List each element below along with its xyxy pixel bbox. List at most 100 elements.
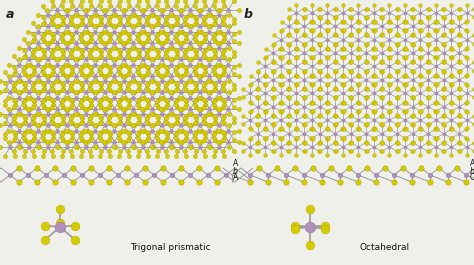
Point	[278, 20, 285, 24]
Point	[120, 46, 128, 50]
Point	[424, 68, 431, 73]
Point	[456, 122, 464, 126]
Point	[135, 32, 143, 36]
Text: b: b	[470, 166, 474, 175]
Point	[141, 166, 149, 170]
Point	[158, 24, 166, 28]
Point	[97, 50, 104, 54]
Point	[440, 122, 448, 126]
Point	[115, 33, 123, 37]
Point	[154, 0, 162, 3]
Point	[324, 83, 331, 87]
Point	[17, 112, 24, 116]
Point	[308, 137, 316, 141]
Point	[455, 149, 463, 153]
Point	[386, 74, 394, 78]
Point	[470, 7, 474, 11]
Point	[1, 88, 9, 92]
Point	[83, 139, 91, 144]
Point	[463, 118, 471, 122]
Point	[139, 13, 147, 17]
Point	[67, 86, 75, 91]
Point	[78, 21, 85, 25]
Point	[51, 166, 59, 170]
Point	[206, 107, 213, 111]
Point	[107, 22, 114, 26]
Point	[78, 50, 85, 54]
Point	[246, 180, 254, 184]
Point	[40, 148, 47, 153]
Point	[39, 114, 46, 118]
Point	[45, 41, 53, 45]
Point	[331, 86, 339, 90]
Point	[386, 99, 393, 104]
Point	[81, 95, 89, 100]
Point	[91, 95, 99, 100]
Point	[300, 33, 308, 38]
Point	[11, 99, 19, 103]
Point	[173, 83, 181, 87]
Point	[149, 63, 156, 67]
Point	[97, 39, 104, 43]
Point	[115, 99, 123, 103]
Point	[173, 0, 181, 3]
Point	[371, 100, 378, 105]
Point	[448, 110, 456, 114]
Point	[62, 8, 70, 12]
Point	[470, 68, 474, 73]
Point	[448, 83, 456, 87]
Point	[44, 90, 52, 94]
Point	[215, 90, 223, 94]
Point	[24, 41, 32, 45]
Point	[321, 223, 328, 228]
Point	[191, 132, 199, 136]
Point	[73, 90, 81, 94]
Point	[92, 79, 100, 83]
Point	[470, 87, 474, 91]
Point	[172, 48, 180, 52]
Point	[377, 7, 385, 11]
Point	[40, 98, 47, 102]
Point	[72, 145, 79, 149]
Point	[456, 69, 463, 74]
Point	[370, 20, 377, 24]
Point	[43, 129, 51, 133]
Point	[315, 114, 323, 118]
Point	[225, 30, 232, 34]
Point	[393, 32, 401, 37]
Point	[433, 127, 440, 132]
Point	[91, 90, 99, 94]
Point	[408, 114, 416, 118]
Point	[255, 122, 262, 126]
Point	[255, 114, 262, 118]
Point	[116, 138, 124, 142]
Point	[178, 74, 186, 78]
Point	[417, 11, 424, 15]
Point	[96, 132, 104, 136]
Point	[323, 127, 331, 132]
Point	[159, 180, 167, 184]
Point	[110, 13, 118, 17]
Point	[370, 29, 378, 33]
Point	[82, 57, 90, 61]
Point	[370, 37, 378, 42]
Point	[64, 129, 72, 133]
Point	[214, 139, 222, 144]
Point	[63, 145, 71, 149]
Point	[33, 166, 41, 170]
Point	[69, 166, 77, 170]
Point	[356, 82, 363, 86]
Point	[372, 180, 380, 184]
Point	[379, 122, 386, 126]
Point	[378, 69, 385, 74]
Point	[401, 11, 409, 15]
Point	[176, 129, 184, 133]
Point	[111, 95, 118, 100]
Point	[91, 145, 99, 149]
Point	[140, 41, 148, 45]
Point	[87, 48, 95, 52]
Point	[425, 149, 433, 153]
Point	[48, 138, 56, 142]
Point	[377, 68, 385, 73]
Point	[308, 83, 316, 87]
